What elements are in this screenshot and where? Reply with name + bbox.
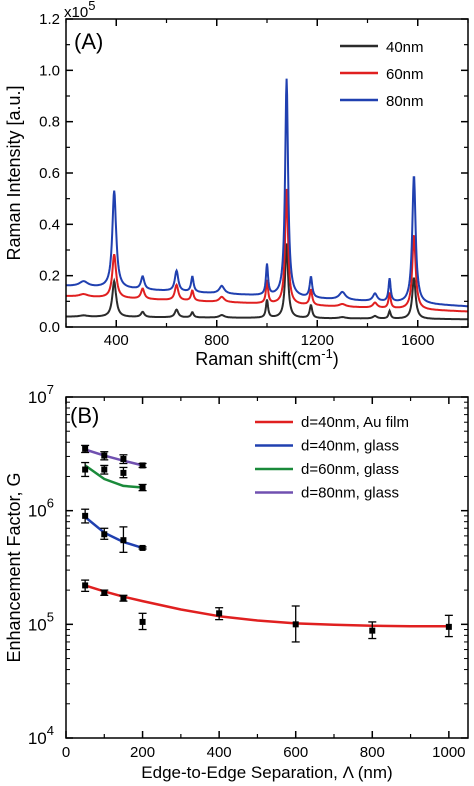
- legend-label-b: d=60nm, glass: [301, 461, 399, 478]
- fit-line-2: [84, 464, 143, 489]
- x-tick-label-b: 200: [130, 744, 155, 761]
- legend-label-a: 80nm: [386, 93, 424, 110]
- x-tick-label-b: 600: [283, 744, 308, 761]
- data-point: [139, 484, 146, 491]
- data-point: [82, 582, 89, 589]
- x-tick-label-a: 800: [204, 332, 229, 349]
- data-point: [82, 512, 89, 519]
- x-axis-title-a: Raman shift(cm-1): [195, 346, 339, 369]
- x-tick-label-b: 0: [62, 744, 70, 761]
- y-tick-label-a: 1.0: [39, 62, 60, 79]
- y-tick-label-a: 0.4: [39, 216, 60, 233]
- data-point: [101, 452, 108, 459]
- y-tick-label-b: 105: [28, 609, 54, 634]
- legend-label-b: d=40nm, Au film: [301, 414, 409, 431]
- data-point: [82, 445, 89, 452]
- x-tick-label-b: 1000: [432, 744, 465, 761]
- y-tick-label-a: 0.6: [39, 165, 60, 182]
- series-line-40nm: [66, 243, 468, 321]
- x-tick-label-a: 400: [104, 332, 129, 349]
- data-point: [139, 618, 146, 625]
- data-point: [82, 466, 89, 473]
- data-point: [139, 462, 146, 469]
- legend-label-a: 60nm: [386, 66, 424, 83]
- data-point: [445, 623, 452, 630]
- x-tick-label-b: 800: [360, 744, 385, 761]
- fit-line-3: [84, 448, 143, 467]
- x-axis-title-b: Edge-to-Edge Separation, Λ (nm): [141, 763, 392, 782]
- legend-label-b: d=40nm, glass: [301, 438, 399, 455]
- fit-line-1: [84, 516, 143, 550]
- data-point: [101, 531, 108, 538]
- y-tick-label-b: 107: [28, 382, 54, 407]
- plot-frame-b: [65, 396, 469, 739]
- legend-label-a: 40nm: [386, 39, 424, 56]
- y-tick-label-b: 106: [28, 496, 54, 521]
- y-tick-label-a: 1.2: [39, 11, 60, 28]
- y-tick-label-a: 0.2: [39, 268, 60, 285]
- panel-b: 0 200 400 600 800 1000 104 105 106 107 (B) d=40nm, …: [4, 382, 469, 782]
- data-point: [120, 537, 127, 544]
- y-tick-label-a: 0.0: [39, 319, 60, 336]
- y-axis-title-b: Enhancement Factor, G: [4, 472, 24, 662]
- data-point: [120, 469, 127, 476]
- y-axis-title-a: Raman Intensity [a.u.]: [4, 85, 24, 260]
- data-point: [120, 455, 127, 462]
- data-point: [120, 595, 127, 602]
- data-point: [101, 589, 108, 596]
- data-point: [139, 544, 146, 551]
- data-point: [292, 621, 299, 628]
- panel-a: 400 800 1200 1600 0.0 0.2 0.4 0.6 0.8 1.0 1.2 x105 (…: [4, 0, 469, 369]
- series-line-80nm: [66, 78, 468, 308]
- data-point: [216, 610, 223, 617]
- x-tick-label-b: 400: [207, 744, 232, 761]
- panel-label-a: (A): [74, 29, 103, 54]
- y-tick-label-a: 0.8: [39, 114, 60, 131]
- panel-label-b: (B): [70, 403, 99, 428]
- x-tick-label-a: 1600: [401, 332, 434, 349]
- y-tick-label-b: 104: [28, 723, 54, 748]
- x-tick-label-a: 1200: [301, 332, 334, 349]
- series-line-60nm: [66, 188, 469, 313]
- data-point: [369, 627, 376, 634]
- data-point: [101, 466, 108, 473]
- legend-label-b: d=80nm, glass: [301, 485, 399, 502]
- y-multiplier: x105: [64, 0, 95, 21]
